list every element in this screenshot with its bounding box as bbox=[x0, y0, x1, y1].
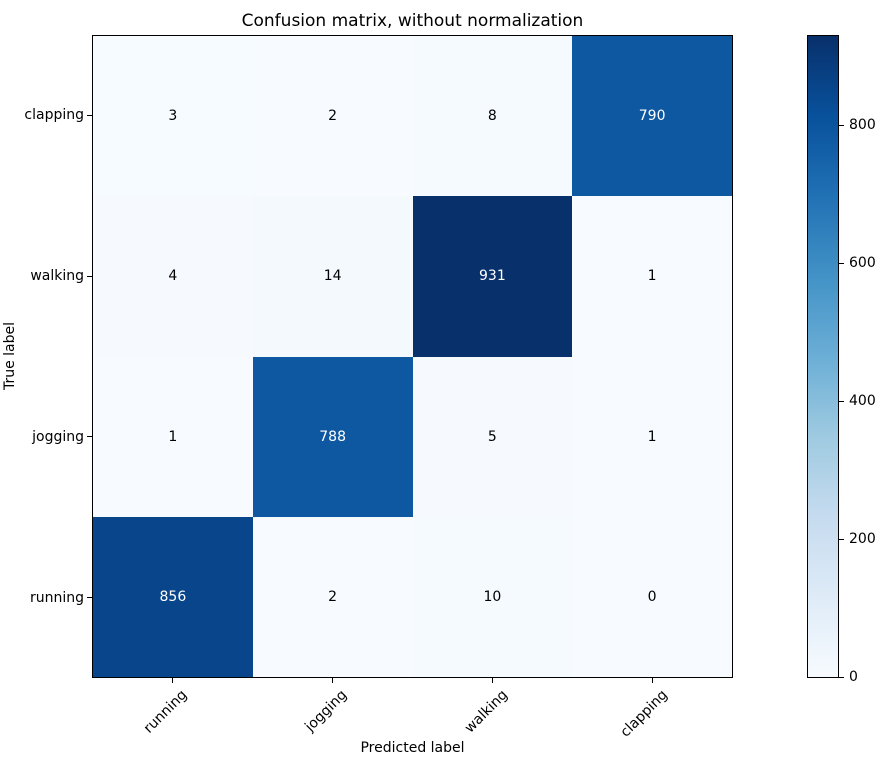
x-tick-label-running: running bbox=[140, 687, 191, 737]
matrix-cell-clapping-walking: 8 bbox=[412, 36, 573, 197]
tick-mark bbox=[87, 275, 92, 277]
matrix-cell-clapping-clapping: 790 bbox=[572, 36, 732, 197]
x-tick-label-jogging: jogging bbox=[302, 687, 351, 736]
y-tick-label-clapping: clapping bbox=[24, 107, 84, 124]
matrix-cell-jogging-jogging: 788 bbox=[252, 356, 413, 517]
heatmap-matrix: 3 2 8 790 4 14 931 1 1 788 5 1 856 2 10 0 bbox=[93, 36, 732, 677]
tick-mark bbox=[652, 678, 654, 683]
tick-mark bbox=[839, 538, 844, 540]
matrix-cell-walking-running: 4 bbox=[93, 196, 253, 357]
matrix-cell-walking-jogging: 14 bbox=[252, 196, 413, 357]
tick-mark bbox=[87, 114, 92, 116]
matrix-cell-jogging-walking: 5 bbox=[412, 356, 573, 517]
tick-mark bbox=[839, 400, 844, 402]
matrix-cell-jogging-running: 1 bbox=[93, 356, 253, 517]
colorbar bbox=[807, 35, 839, 678]
y-axis-label: True label bbox=[2, 321, 18, 391]
heatmap-axes: 3 2 8 790 4 14 931 1 1 788 5 1 856 2 10 0 bbox=[92, 35, 733, 678]
y-tick-label-jogging: jogging bbox=[32, 428, 84, 445]
x-tick-label-clapping: clapping bbox=[617, 687, 672, 741]
tick-mark bbox=[839, 262, 844, 264]
y-tick-label-walking: walking bbox=[30, 268, 84, 285]
tick-mark bbox=[171, 678, 173, 683]
matrix-cell-running-running: 856 bbox=[93, 516, 253, 677]
x-axis-label: Predicted label bbox=[360, 740, 465, 756]
x-tick-label-walking: walking bbox=[461, 687, 511, 737]
tick-mark bbox=[839, 676, 844, 678]
matrix-cell-running-walking: 10 bbox=[412, 516, 573, 677]
matrix-cell-walking-clapping: 1 bbox=[572, 196, 732, 357]
matrix-cell-walking-walking: 931 bbox=[412, 196, 573, 357]
matrix-cell-running-jogging: 2 bbox=[252, 516, 413, 677]
tick-mark bbox=[87, 436, 92, 438]
colorbar-tick-label-200: 200 bbox=[849, 531, 876, 548]
tick-mark bbox=[331, 678, 333, 683]
matrix-cell-clapping-jogging: 2 bbox=[252, 36, 413, 197]
colorbar-tick-label-0: 0 bbox=[849, 669, 858, 685]
matrix-cell-jogging-clapping: 1 bbox=[572, 356, 732, 517]
matrix-cell-clapping-running: 3 bbox=[93, 36, 253, 197]
colorbar-tick-label-400: 400 bbox=[849, 393, 876, 410]
tick-mark bbox=[839, 124, 844, 126]
tick-mark bbox=[492, 678, 494, 683]
tick-mark bbox=[87, 597, 92, 599]
colorbar-tick-label-800: 800 bbox=[849, 117, 876, 134]
chart-title: Confusion matrix, without normalization bbox=[241, 11, 584, 31]
matrix-cell-running-clapping: 0 bbox=[572, 516, 732, 677]
y-tick-label-running: running bbox=[29, 589, 84, 606]
colorbar-tick-label-600: 600 bbox=[849, 255, 876, 272]
